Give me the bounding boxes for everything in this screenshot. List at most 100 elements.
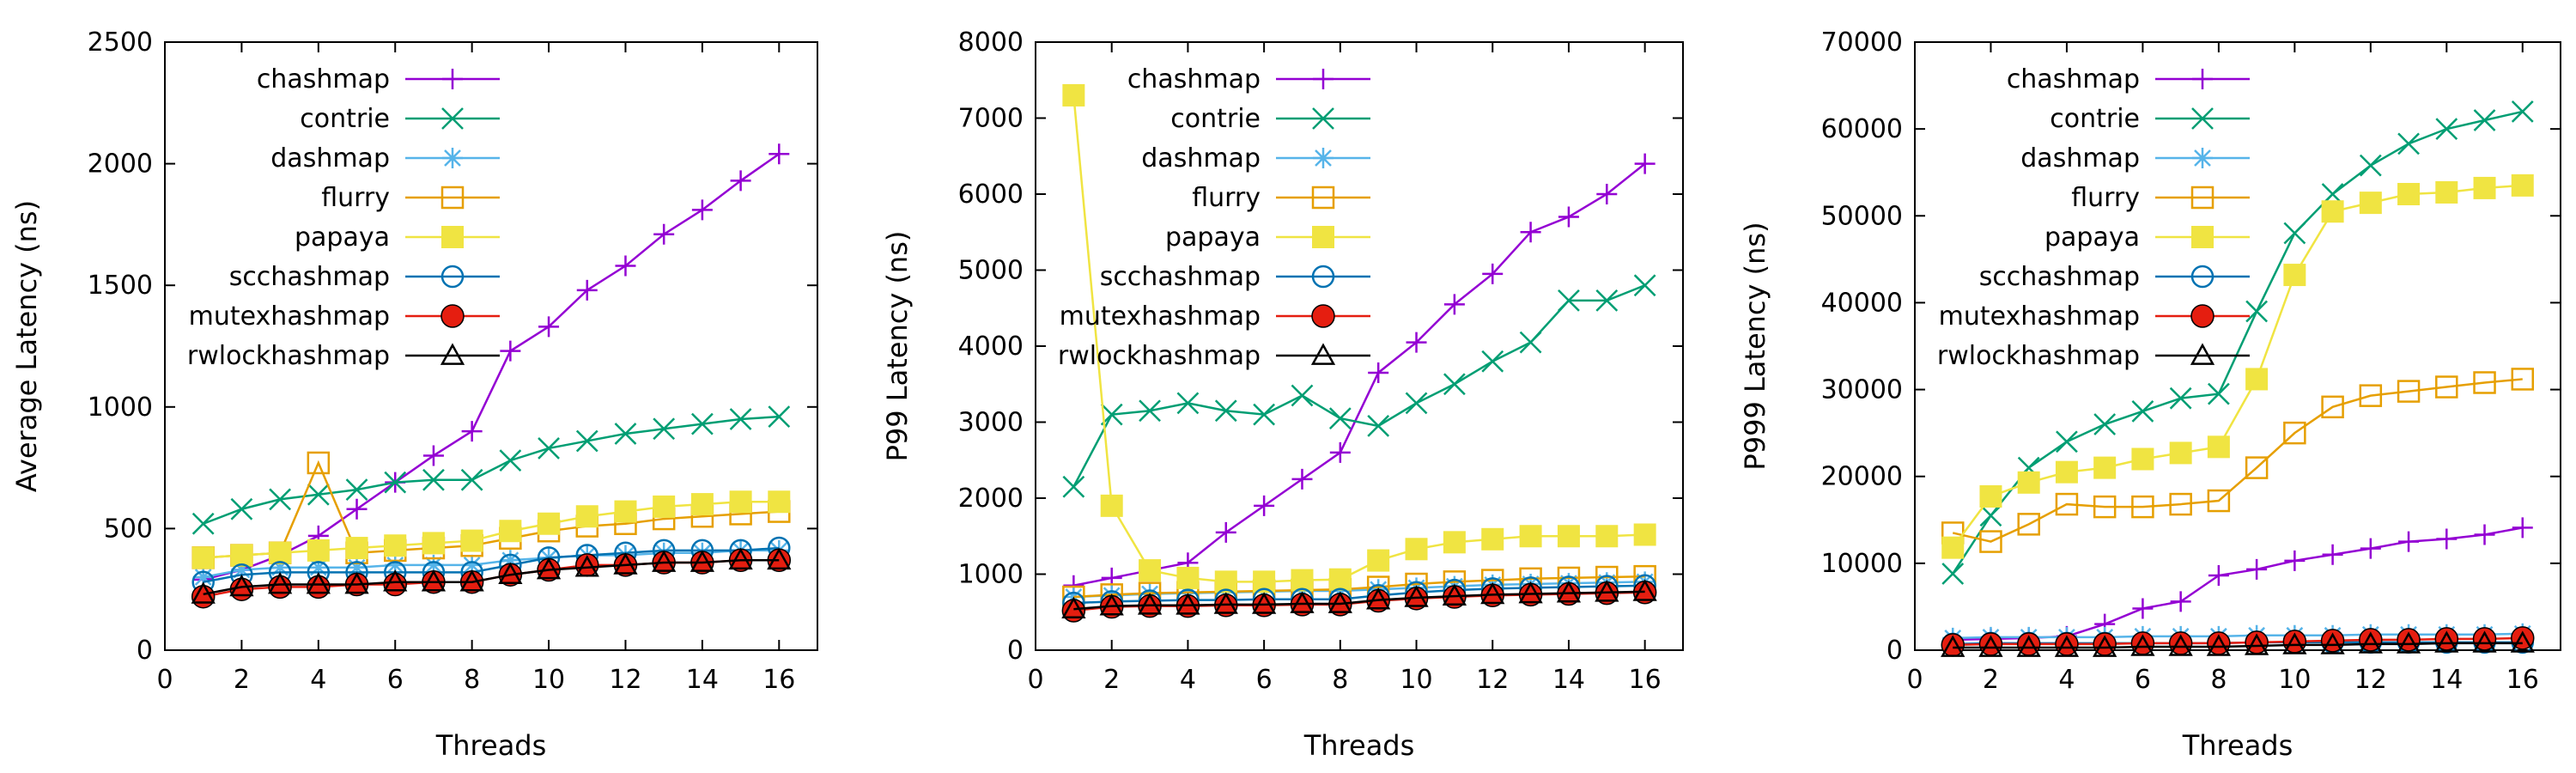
- y-tick-label: 20000: [1821, 462, 1903, 492]
- data-point-rwlockhashmap: [574, 555, 599, 577]
- data-point-flurry: [2055, 492, 2079, 516]
- data-point-contrie: [1558, 289, 1580, 312]
- data-point-papaya: [1291, 569, 1314, 592]
- data-point-rwlockhashmap: [1595, 580, 1619, 602]
- legend-label: mutexhashmap: [189, 301, 390, 332]
- data-point-dashmap: [500, 550, 521, 571]
- data-point-rwlockhashmap: [2244, 633, 2269, 655]
- legend-label: scchashmap: [229, 262, 390, 292]
- data-point-contrie: [1481, 350, 1504, 373]
- data-point-papaya: [1443, 531, 1466, 554]
- data-point-contrie: [1139, 399, 1161, 423]
- data-point-chashmap: [1634, 153, 1656, 174]
- series-line-rwlockhashmap: [203, 558, 780, 596]
- data-point-papaya: [1595, 525, 1619, 548]
- data-point-rwlockhashmap: [2206, 634, 2232, 656]
- y-tick-label: 2000: [88, 149, 153, 180]
- legend-item-rwlockhashmap: rwlockhashmap: [1937, 341, 2250, 371]
- legend-marker: [442, 69, 463, 89]
- x-tick-label: 12: [1476, 665, 1509, 695]
- data-point-rwlockhashmap: [1632, 579, 1657, 601]
- data-point-dashmap: [385, 554, 406, 575]
- data-point-contrie: [2511, 100, 2534, 123]
- legend-marker: [442, 148, 463, 168]
- y-tick-label: 2500: [88, 27, 153, 58]
- data-point-rwlockhashmap: [383, 569, 408, 592]
- data-point-rwlockhashmap: [267, 571, 293, 594]
- series-contrie: [1941, 100, 2534, 585]
- data-point-papaya: [1941, 536, 1965, 559]
- data-point-rwlockhashmap: [1251, 592, 1277, 614]
- data-point-papaya: [191, 546, 215, 569]
- data-point-rwlockhashmap: [1327, 591, 1352, 613]
- legend-marker: [1313, 148, 1334, 168]
- legend-label: flurry: [1192, 183, 1261, 213]
- series-line-scchashmap: [203, 546, 780, 583]
- data-point-papaya: [768, 490, 791, 514]
- data-point-contrie: [230, 497, 253, 520]
- data-point-rwlockhashmap: [652, 550, 677, 572]
- x-tick-label: 10: [2278, 665, 2311, 695]
- legend-item-mutexhashmap: mutexhashmap: [1060, 301, 1370, 332]
- data-point-contrie: [2131, 399, 2154, 423]
- legend-marker: [441, 226, 464, 248]
- data-point-flurry: [2435, 375, 2458, 399]
- data-point-rwlockhashmap: [1480, 581, 1505, 605]
- data-point-rwlockhashmap: [1404, 585, 1429, 607]
- data-point-chashmap: [730, 170, 751, 192]
- legend-marker: [1311, 265, 1335, 289]
- legend-item-scchashmap: scchashmap: [229, 262, 500, 292]
- data-point-rwlockhashmap: [1176, 593, 1200, 615]
- data-point-papaya: [1062, 83, 1085, 107]
- data-point-dashmap: [422, 554, 444, 575]
- data-point-contrie: [653, 417, 676, 441]
- legend-item-dashmap: dashmap: [2020, 143, 2250, 173]
- legend-item-contrie: contrie: [300, 104, 500, 134]
- data-point-flurry: [2093, 495, 2117, 519]
- data-point-papaya: [2207, 435, 2230, 459]
- data-point-chashmap: [422, 445, 444, 466]
- data-point-papaya: [1176, 566, 1200, 589]
- data-point-contrie: [2435, 118, 2458, 141]
- data-point-rwlockhashmap: [690, 550, 715, 572]
- data-point-dashmap: [231, 559, 252, 581]
- x-tick-label: 14: [686, 665, 719, 695]
- series-flurry: [1941, 368, 2535, 553]
- data-point-chashmap: [1482, 263, 1504, 284]
- data-point-chashmap: [1406, 332, 1427, 353]
- y-tick-label: 4000: [958, 332, 1024, 362]
- legend-marker: [440, 265, 465, 289]
- legend-marker: [1311, 186, 1335, 210]
- legend-marker: [1313, 69, 1334, 89]
- data-point-rwlockhashmap: [2358, 631, 2383, 654]
- legend-item-chashmap: chashmap: [1127, 64, 1370, 94]
- chart-panel-right: 0 2 4 6 8 10 12 14 16 0 10000 20000 30000 40000 50000 6…: [1739, 27, 2561, 762]
- data-point-papaya: [2245, 368, 2269, 391]
- data-point-rwlockhashmap: [2130, 634, 2155, 656]
- y-tick-label: 30000: [1821, 375, 1903, 405]
- legend-marker: [2192, 148, 2213, 168]
- legend-item-rwlockhashmap: rwlockhashmap: [1058, 341, 1370, 371]
- data-point-papaya: [2397, 183, 2421, 205]
- chart-panel-middle: 0 2 4 6 8 10 12 14 16 0 1000 2000 3000 4000 5000 6000 70…: [881, 27, 1684, 762]
- series-line-flurry: [1952, 378, 2523, 543]
- data-point-contrie: [1253, 403, 1276, 426]
- data-point-rwlockhashmap: [2054, 635, 2080, 657]
- data-point-chashmap: [653, 223, 675, 245]
- data-point-papaya: [307, 539, 330, 562]
- data-point-chashmap: [346, 498, 368, 520]
- y-axis-label: P99 Latency (ns): [881, 231, 914, 462]
- data-point-flurry: [2207, 489, 2231, 513]
- data-point-contrie: [460, 468, 483, 491]
- data-point-contrie: [1443, 373, 1466, 396]
- legend-item-scchashmap: scchashmap: [1100, 262, 1370, 292]
- legend-label: scchashmap: [1100, 262, 1261, 292]
- data-point-rwlockhashmap: [1556, 581, 1582, 603]
- x-tick-label: 2: [1983, 665, 1999, 695]
- data-point-rwlockhashmap: [1061, 596, 1086, 619]
- legend-item-contrie: contrie: [1170, 104, 1370, 134]
- legend-item-papaya: papaya: [2044, 222, 2250, 253]
- x-axis-label: Threads: [1303, 729, 1415, 762]
- legend-item-chashmap: chashmap: [257, 64, 500, 94]
- data-point-rwlockhashmap: [2320, 632, 2345, 654]
